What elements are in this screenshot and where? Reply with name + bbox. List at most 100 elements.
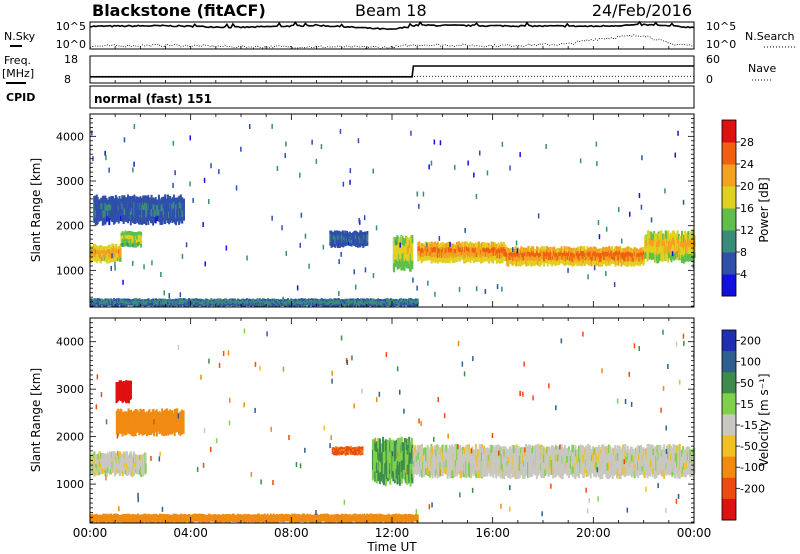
data-cell (153, 430, 156, 437)
data-cell (348, 448, 351, 451)
data-cell (375, 451, 378, 463)
data-cell (224, 302, 227, 305)
data-cell (577, 259, 580, 264)
data-cell (163, 290, 165, 296)
data-cell (467, 160, 469, 166)
data-cell (232, 300, 235, 303)
data-cell (441, 241, 444, 248)
data-cell (104, 298, 107, 301)
data-cell (394, 451, 397, 462)
data-cell (123, 412, 126, 419)
data-cell (399, 304, 402, 307)
data-cell (460, 454, 463, 463)
data-cell (92, 453, 95, 459)
data-cell (547, 260, 550, 264)
freq-panel: 18 8 60 0 Freq. [MHz] Nave (2, 53, 776, 86)
data-cell (331, 448, 334, 451)
data-cell (161, 408, 164, 416)
noise-tick-low-left: 10^0 (56, 38, 86, 51)
data-cell (360, 450, 362, 453)
data-cell (163, 416, 166, 423)
data-cell (95, 258, 98, 263)
data-cell (242, 304, 245, 307)
data-cell (499, 244, 501, 250)
data-cell (349, 179, 351, 185)
data-cell (176, 408, 179, 415)
data-cell (566, 259, 569, 264)
data-cell (106, 457, 109, 463)
data-cell (593, 246, 596, 252)
data-cell (315, 298, 318, 301)
data-cell (565, 246, 568, 252)
data-cell (452, 253, 455, 258)
data-cell (211, 302, 214, 305)
data-cell (627, 261, 630, 267)
data-cell (644, 234, 647, 241)
data-cell (180, 302, 183, 305)
data-cell (246, 302, 248, 304)
data-cell (265, 300, 268, 303)
data-cell (128, 300, 131, 303)
data-cell (450, 247, 453, 252)
data-cell (136, 300, 139, 303)
data-cell (162, 300, 165, 303)
data-cell (339, 448, 342, 451)
data-cell (642, 246, 645, 251)
data-cell (180, 298, 183, 301)
data-cell (341, 450, 344, 453)
data-cell (312, 304, 314, 307)
data-cell (335, 241, 338, 246)
data-cell (463, 249, 466, 255)
data-cell (436, 241, 439, 248)
data-cell (217, 300, 220, 303)
data-cell (478, 257, 481, 262)
data-cell (553, 255, 556, 261)
data-cell (493, 453, 496, 460)
data-cell (676, 237, 679, 245)
data-cell (403, 260, 406, 269)
data-cell (136, 196, 139, 204)
data-cell (593, 265, 596, 271)
data-cell (501, 258, 504, 263)
data-cell (639, 261, 642, 266)
data-cell (146, 418, 149, 425)
data-cell (183, 298, 186, 301)
data-cell (135, 235, 138, 240)
data-cell (268, 301, 271, 303)
data-cell (562, 260, 565, 265)
data-cell (170, 410, 172, 417)
data-cell (353, 238, 356, 243)
data-cell (112, 243, 115, 249)
data-cell (145, 195, 148, 203)
data-cell (410, 304, 413, 307)
data-cell (456, 257, 458, 262)
data-cell (374, 301, 377, 303)
data-cell (130, 235, 133, 239)
data-cell (436, 471, 439, 479)
data-cell (104, 304, 107, 307)
data-cell (334, 302, 337, 305)
data-cell (648, 245, 651, 253)
data-cell (522, 256, 525, 261)
data-cell (127, 198, 130, 205)
data-cell (612, 248, 615, 253)
data-cell (160, 412, 162, 418)
data-cell (132, 195, 134, 203)
data-cell (309, 304, 312, 306)
cpid-value: normal (fast) 151 (94, 92, 212, 106)
data-cell (300, 298, 303, 301)
data-cell (371, 300, 374, 303)
data-cell (128, 298, 131, 301)
data-cell (109, 469, 112, 475)
data-cell (617, 246, 620, 252)
data-cell (352, 453, 355, 455)
data-cell (634, 261, 637, 266)
data-cell (482, 453, 484, 461)
data-cell (353, 269, 355, 275)
nsky-line (89, 20, 695, 31)
data-cell (450, 462, 452, 471)
data-cell (203, 177, 206, 183)
data-cell (196, 298, 199, 301)
data-cell (509, 470, 512, 479)
data-cell (479, 460, 482, 468)
